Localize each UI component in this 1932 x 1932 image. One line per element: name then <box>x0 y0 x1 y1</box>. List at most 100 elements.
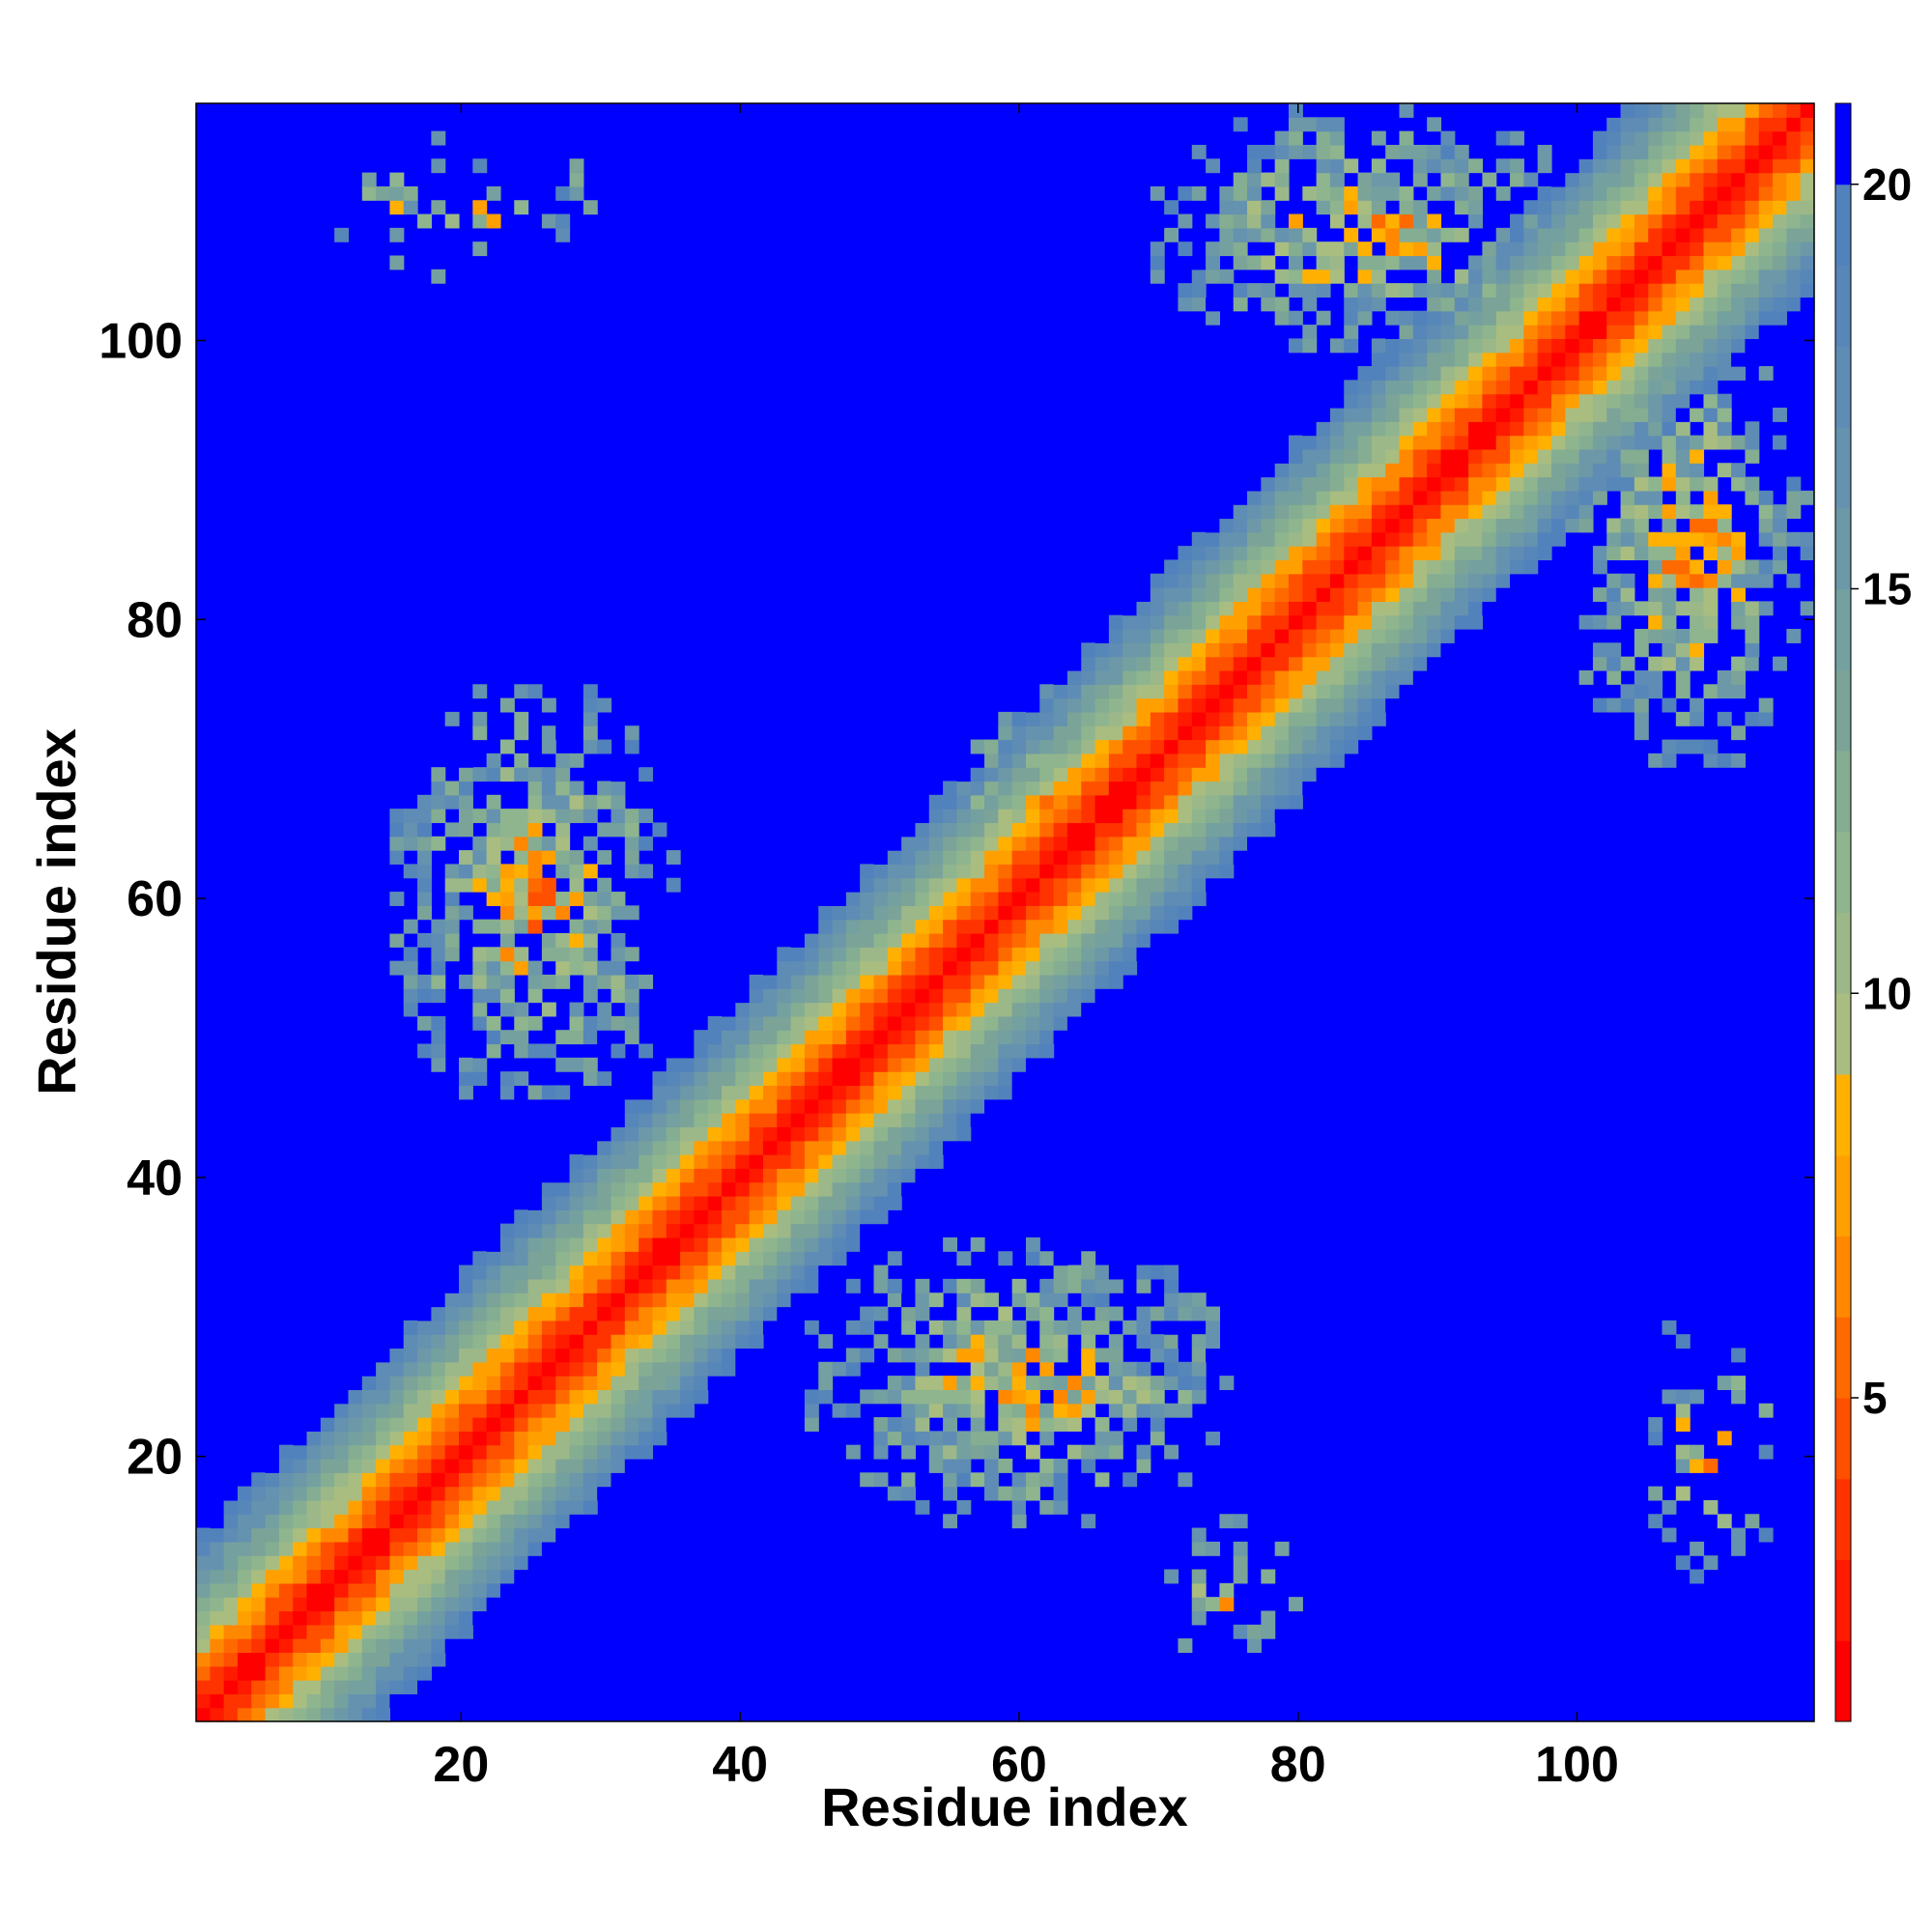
heatmap-cell <box>1440 393 1456 409</box>
heatmap-cell <box>403 1582 418 1598</box>
heatmap-cell <box>541 1361 556 1377</box>
heatmap-cell <box>901 932 917 948</box>
heatmap-cell <box>956 1057 972 1072</box>
heatmap-cell <box>722 1264 736 1280</box>
heatmap-cell <box>1550 407 1566 422</box>
heatmap-cell <box>943 988 957 1004</box>
heatmap-cell <box>1150 601 1165 616</box>
heatmap-cell <box>278 1458 294 1473</box>
heatmap-cell <box>666 1403 681 1418</box>
heatmap-cell <box>499 1320 515 1335</box>
heatmap-cell <box>1053 809 1068 824</box>
heatmap-cell <box>887 919 902 934</box>
heatmap-cell <box>1233 117 1248 132</box>
heatmap-cell <box>1039 905 1055 921</box>
heatmap-cell <box>1329 573 1345 588</box>
heatmap-cell <box>569 1486 584 1501</box>
heatmap-cell <box>984 1458 999 1473</box>
heatmap-cell <box>1537 227 1552 242</box>
heatmap-cell <box>915 1057 930 1072</box>
heatmap-cell <box>1565 172 1580 187</box>
heatmap-cell <box>1717 518 1732 533</box>
heatmap-cell <box>1039 739 1055 754</box>
heatmap-cell <box>1690 130 1705 146</box>
heatmap-cell <box>1122 960 1138 976</box>
heatmap-cell <box>984 892 999 906</box>
heatmap-cell <box>694 1251 709 1266</box>
heatmap-cell <box>1662 642 1677 658</box>
heatmap-cell <box>1523 269 1539 284</box>
heatmap-cell <box>1662 697 1677 713</box>
heatmap-cell <box>1178 892 1193 906</box>
heatmap-cell <box>403 1610 418 1626</box>
heatmap-cell <box>1634 380 1649 395</box>
heatmap-cell <box>1427 255 1442 270</box>
heatmap-cell <box>1454 325 1469 339</box>
heatmap-cell <box>1329 711 1345 726</box>
heatmap-cell <box>707 1126 723 1142</box>
heatmap-cell <box>403 1541 418 1556</box>
heatmap-cell <box>265 1693 280 1709</box>
heatmap-cell <box>1620 684 1635 699</box>
heatmap-cell <box>1288 255 1303 270</box>
heatmap-cell <box>1316 448 1331 464</box>
heatmap-cell <box>1025 988 1040 1004</box>
heatmap-cell <box>320 1486 335 1501</box>
heatmap-cell <box>1703 504 1719 520</box>
heatmap-cell <box>1523 325 1539 339</box>
heatmap-cell <box>970 974 985 989</box>
heatmap-cell <box>1634 531 1649 547</box>
heatmap-cell <box>1233 546 1248 561</box>
colorbar-tick-label: 5 <box>1862 1373 1888 1423</box>
heatmap-cell <box>749 1251 764 1266</box>
heatmap-cell <box>694 1389 709 1405</box>
heatmap-cell <box>555 947 571 962</box>
heatmap-cell <box>1108 781 1123 796</box>
heatmap-cell <box>1675 573 1690 588</box>
heatmap-cell <box>1053 669 1068 685</box>
heatmap-cell <box>1094 1278 1110 1293</box>
heatmap-cell <box>1081 1293 1096 1308</box>
heatmap-cell <box>582 1181 598 1197</box>
heatmap-cell <box>915 1085 930 1100</box>
heatmap-cell <box>1745 117 1760 132</box>
heatmap-cell <box>1261 629 1276 643</box>
heatmap-cell <box>459 1348 473 1363</box>
heatmap-cell <box>555 1486 571 1501</box>
heatmap-cell <box>444 877 460 893</box>
heatmap-cell <box>1150 242 1165 257</box>
heatmap-cell <box>1371 255 1386 270</box>
heatmap-cell <box>1412 518 1428 533</box>
heatmap-cell <box>845 974 861 989</box>
heatmap-cell <box>1717 711 1732 726</box>
heatmap-cell <box>1468 463 1484 478</box>
heatmap-cell <box>1578 476 1594 492</box>
heatmap-cell <box>845 1361 861 1377</box>
heatmap-cell <box>1468 518 1484 533</box>
colorbar-segment <box>1835 669 1851 752</box>
heatmap-cell <box>1066 1320 1082 1335</box>
heatmap-cell <box>1592 642 1607 658</box>
heatmap-cell <box>1039 988 1055 1004</box>
heatmap-cell <box>970 892 985 906</box>
heatmap-cell <box>1550 213 1566 229</box>
heatmap-cell <box>1523 435 1539 450</box>
heatmap-cell <box>555 781 571 796</box>
heatmap-cell <box>832 1043 847 1059</box>
heatmap-cell <box>943 1431 957 1446</box>
heatmap-cell <box>527 836 543 851</box>
heatmap-cell <box>790 1251 806 1266</box>
heatmap-cell <box>582 1306 598 1321</box>
heatmap-cell <box>251 1514 267 1529</box>
heatmap-cell <box>1634 310 1649 326</box>
heatmap-cell <box>1344 629 1359 643</box>
heatmap-cell <box>486 947 501 962</box>
heatmap-cell <box>1537 504 1552 520</box>
heatmap-cell <box>624 1458 639 1473</box>
heatmap-cell <box>1302 448 1318 464</box>
heatmap-cell <box>1108 629 1123 643</box>
heatmap-cell <box>694 1361 709 1377</box>
heatmap-cell <box>777 1140 792 1155</box>
heatmap-cell <box>417 1417 432 1432</box>
heatmap-cell <box>956 877 972 893</box>
